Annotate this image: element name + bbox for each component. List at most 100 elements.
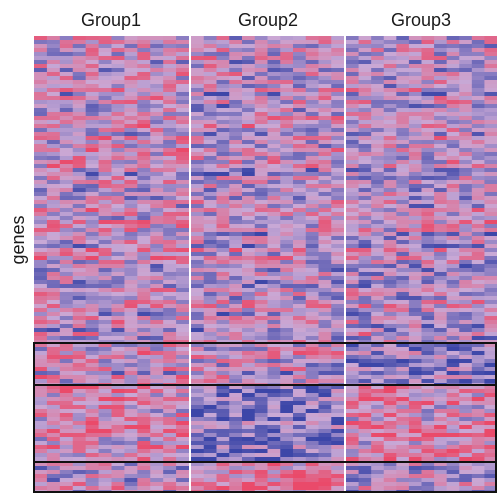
- heatmap-cell: [358, 204, 372, 208]
- heatmap-cell: [446, 152, 460, 156]
- heatmap-cell: [85, 336, 100, 340]
- heatmap-cell: [267, 132, 281, 136]
- heatmap-cell: [254, 148, 269, 152]
- heatmap-cell: [484, 220, 497, 224]
- heatmap-cell: [203, 232, 218, 236]
- heatmap-cell: [59, 417, 74, 421]
- heatmap-cell: [471, 64, 486, 68]
- heatmap-cell: [318, 474, 332, 478]
- heatmap-cell: [484, 429, 497, 433]
- heatmap-cell: [229, 48, 243, 52]
- heatmap-cell: [176, 104, 190, 108]
- heatmap-cell: [191, 164, 205, 168]
- heatmap-cell: [305, 168, 320, 172]
- heatmap-cell: [434, 363, 448, 367]
- heatmap-cell: [242, 148, 256, 152]
- heatmap-cell: [396, 60, 410, 64]
- heatmap-cell: [421, 192, 435, 196]
- heatmap-cell: [371, 248, 385, 252]
- heatmap-cell: [191, 88, 205, 92]
- heatmap-cell: [459, 128, 473, 132]
- heatmap-cell: [293, 445, 307, 449]
- heatmap-cell: [150, 478, 164, 482]
- heatmap-cell: [318, 152, 332, 156]
- heatmap-cell: [459, 343, 473, 347]
- heatmap-cell: [242, 375, 256, 379]
- heatmap-cell: [163, 60, 177, 64]
- heatmap-cell: [396, 176, 410, 180]
- heatmap-cell: [72, 324, 87, 328]
- heatmap-cell: [305, 375, 320, 379]
- heatmap-cell: [459, 332, 473, 336]
- heatmap-cell: [176, 140, 190, 144]
- heatmap-cell: [137, 64, 151, 68]
- heatmap-cell: [216, 236, 230, 240]
- heatmap-cell: [383, 328, 397, 332]
- heatmap-cell: [267, 284, 281, 288]
- heatmap-cell: [229, 409, 243, 413]
- heatmap-cell: [254, 405, 269, 409]
- heatmap-cell: [358, 140, 372, 144]
- heatmap-cell: [111, 379, 126, 383]
- heatmap-cell: [305, 405, 320, 409]
- heatmap-cell: [46, 367, 61, 371]
- heatmap-cell: [383, 204, 397, 208]
- heatmap-cell: [293, 351, 307, 355]
- heatmap-cell: [434, 280, 448, 284]
- heatmap-cell: [421, 441, 435, 445]
- heatmap-cell: [358, 260, 372, 264]
- heatmap-cell: [191, 196, 205, 200]
- heatmap-cell: [111, 132, 126, 136]
- heatmap-cell: [446, 393, 460, 397]
- heatmap-cell: [191, 328, 205, 332]
- heatmap-cell: [163, 52, 177, 56]
- heatmap-cell: [293, 200, 307, 204]
- heatmap-cell: [176, 168, 190, 172]
- heatmap-cell: [371, 196, 385, 200]
- heatmap-cell: [421, 462, 435, 466]
- heatmap-cell: [85, 80, 100, 84]
- heatmap-cell: [150, 393, 164, 397]
- heatmap-cell: [484, 336, 497, 340]
- heatmap-cell: [358, 425, 372, 429]
- heatmap-cell: [242, 228, 256, 232]
- heatmap-cell: [280, 300, 294, 304]
- heatmap-cell: [242, 343, 256, 347]
- heatmap-cell: [331, 371, 345, 375]
- heatmap-cell: [111, 84, 126, 88]
- heatmap-cell: [150, 363, 164, 367]
- heatmap-cell: [471, 385, 486, 389]
- heatmap-cell: [408, 104, 423, 108]
- heatmap-cell: [459, 220, 473, 224]
- heatmap-cell: [59, 92, 74, 96]
- heatmap-cell: [111, 104, 126, 108]
- heatmap-cell: [358, 296, 372, 300]
- heatmap-cell: [446, 244, 460, 248]
- heatmap-cell: [216, 120, 230, 124]
- heatmap-cell: [191, 68, 205, 72]
- heatmap-cell: [34, 433, 48, 437]
- heatmap-cell: [280, 180, 294, 184]
- heatmap-cell: [191, 272, 205, 276]
- heatmap-cell: [46, 332, 61, 336]
- heatmap-cell: [229, 470, 243, 474]
- heatmap-cell: [176, 60, 190, 64]
- heatmap-cell: [383, 240, 397, 244]
- heatmap-cell: [408, 296, 423, 300]
- heatmap-cell: [34, 252, 48, 256]
- heatmap-cell: [72, 152, 87, 156]
- heatmap-cell: [421, 316, 435, 320]
- heatmap-cell: [318, 308, 332, 312]
- heatmap-cell: [254, 172, 269, 176]
- heatmap-cell: [242, 112, 256, 116]
- heatmap-cell: [216, 371, 230, 375]
- heatmap-cell: [191, 256, 205, 260]
- heatmap-cell: [191, 180, 205, 184]
- heatmap-cell: [280, 284, 294, 288]
- heatmap-cell: [267, 413, 281, 417]
- heatmap-cell: [484, 264, 497, 268]
- heatmap-cell: [85, 220, 100, 224]
- heatmap-cell: [46, 413, 61, 417]
- heatmap-cell: [267, 405, 281, 409]
